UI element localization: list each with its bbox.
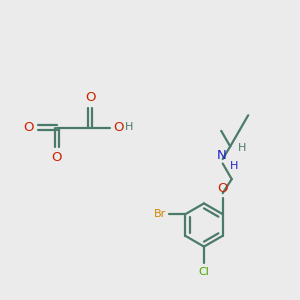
Text: N: N (216, 149, 226, 162)
Text: O: O (113, 121, 124, 134)
Text: O: O (218, 182, 228, 195)
Text: Cl: Cl (199, 267, 209, 277)
Text: O: O (85, 92, 95, 104)
Text: Br: Br (154, 209, 166, 219)
Text: O: O (52, 151, 62, 164)
Text: H: H (125, 122, 134, 133)
Text: H: H (230, 161, 238, 171)
Text: H: H (237, 143, 246, 153)
Text: O: O (23, 121, 34, 134)
